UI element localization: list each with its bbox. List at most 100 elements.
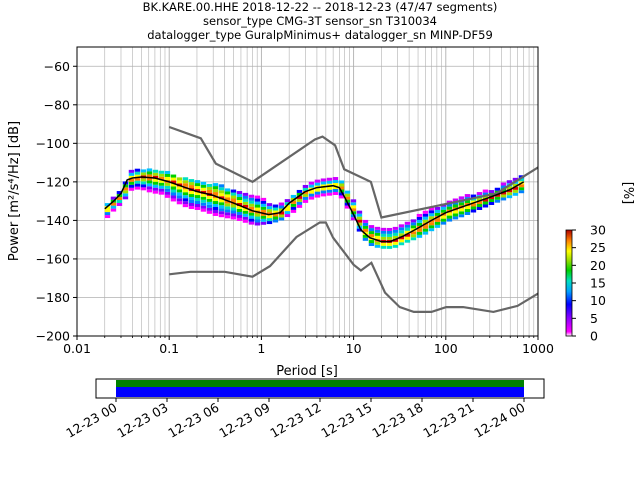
density-cell <box>398 239 405 243</box>
density-cell <box>182 198 189 202</box>
density-cell <box>104 212 111 216</box>
density-cell <box>374 232 381 236</box>
density-cell <box>194 180 201 184</box>
density-cell <box>236 191 243 195</box>
density-cell <box>242 198 249 202</box>
density-cell <box>518 178 525 182</box>
density-cell <box>332 177 339 181</box>
density-cell <box>224 188 231 192</box>
density-cell <box>206 201 213 205</box>
density-cell <box>164 170 171 174</box>
density-cell <box>518 187 525 191</box>
density-cell <box>380 230 387 234</box>
density-cell <box>356 216 363 220</box>
density-cell <box>470 206 477 210</box>
density-cell <box>218 184 225 188</box>
density-cell <box>278 214 285 218</box>
density-cell <box>368 228 375 232</box>
density-cell <box>212 183 219 187</box>
density-cell <box>440 221 447 225</box>
density-cell <box>242 201 249 205</box>
density-cell <box>248 215 255 219</box>
density-cell <box>404 224 411 228</box>
density-cell <box>422 228 429 232</box>
density-cell <box>380 242 387 246</box>
density-cell <box>482 204 489 208</box>
density-cell <box>152 181 159 185</box>
density-cell <box>194 195 201 199</box>
density-cell <box>236 197 243 201</box>
y-tick-label: −180 <box>36 290 70 305</box>
density-cell <box>470 209 477 213</box>
density-cell <box>338 186 345 190</box>
density-cell <box>446 215 453 219</box>
density-cell <box>248 221 255 225</box>
density-cell <box>242 216 249 220</box>
density-cell <box>218 199 225 203</box>
density-cell <box>428 213 435 217</box>
density-cell <box>242 210 249 214</box>
density-cell <box>128 175 135 179</box>
density-cell <box>248 206 255 210</box>
coverage-used-bar <box>116 380 524 387</box>
density-cell <box>302 187 309 191</box>
density-cell <box>512 192 519 196</box>
coverage-tick-label: 12-23 21 <box>420 400 476 441</box>
density-cell <box>236 202 243 206</box>
density-cell <box>164 188 171 192</box>
density-cell <box>254 204 261 208</box>
density-cell <box>362 237 369 241</box>
density-cell <box>272 210 279 214</box>
density-cell <box>176 192 183 196</box>
density-cell <box>140 181 147 185</box>
density-cell <box>416 231 423 235</box>
density-cell <box>194 203 201 207</box>
x-axis-label: Period [s] <box>276 364 338 379</box>
density-cell <box>368 234 375 238</box>
density-cell <box>110 202 117 206</box>
colorbar-tick-label: 25 <box>590 240 606 255</box>
density-cell <box>452 198 459 202</box>
density-cell <box>332 186 339 190</box>
density-cell <box>332 191 339 195</box>
coverage-available-bar <box>116 387 524 397</box>
density-cell <box>224 212 231 216</box>
density-cell <box>458 202 465 206</box>
density-cell <box>134 168 141 172</box>
colorbar: [%] 0 5 10 15 20 25 30 <box>565 182 635 344</box>
psd-density <box>104 168 525 249</box>
density-cell <box>248 203 255 207</box>
density-cell <box>230 192 237 196</box>
density-cell <box>368 243 375 247</box>
density-cell <box>146 189 153 193</box>
density-cell <box>308 190 315 194</box>
density-cell <box>248 200 255 204</box>
density-cell <box>200 184 207 188</box>
density-cell <box>170 183 177 187</box>
density-cell <box>230 195 237 199</box>
density-cell <box>200 208 207 212</box>
density-cell <box>500 182 507 186</box>
density-cell <box>518 190 525 194</box>
density-cell <box>362 225 369 229</box>
density-cell <box>200 199 207 203</box>
density-cell <box>248 194 255 198</box>
density-cell <box>482 192 489 196</box>
density-cell <box>506 195 513 199</box>
density-cell <box>422 231 429 235</box>
density-cell <box>476 201 483 205</box>
density-cell <box>338 183 345 187</box>
density-cell <box>158 182 165 186</box>
density-cell <box>152 184 159 188</box>
density-cell <box>422 213 429 217</box>
density-cell <box>146 180 153 184</box>
density-cell <box>506 192 513 196</box>
density-cell <box>110 205 117 209</box>
density-cell <box>206 210 213 214</box>
density-cell <box>374 244 381 248</box>
density-cell <box>122 190 129 194</box>
density-cell <box>410 234 417 238</box>
density-cell <box>134 183 141 187</box>
density-cell <box>266 203 273 207</box>
